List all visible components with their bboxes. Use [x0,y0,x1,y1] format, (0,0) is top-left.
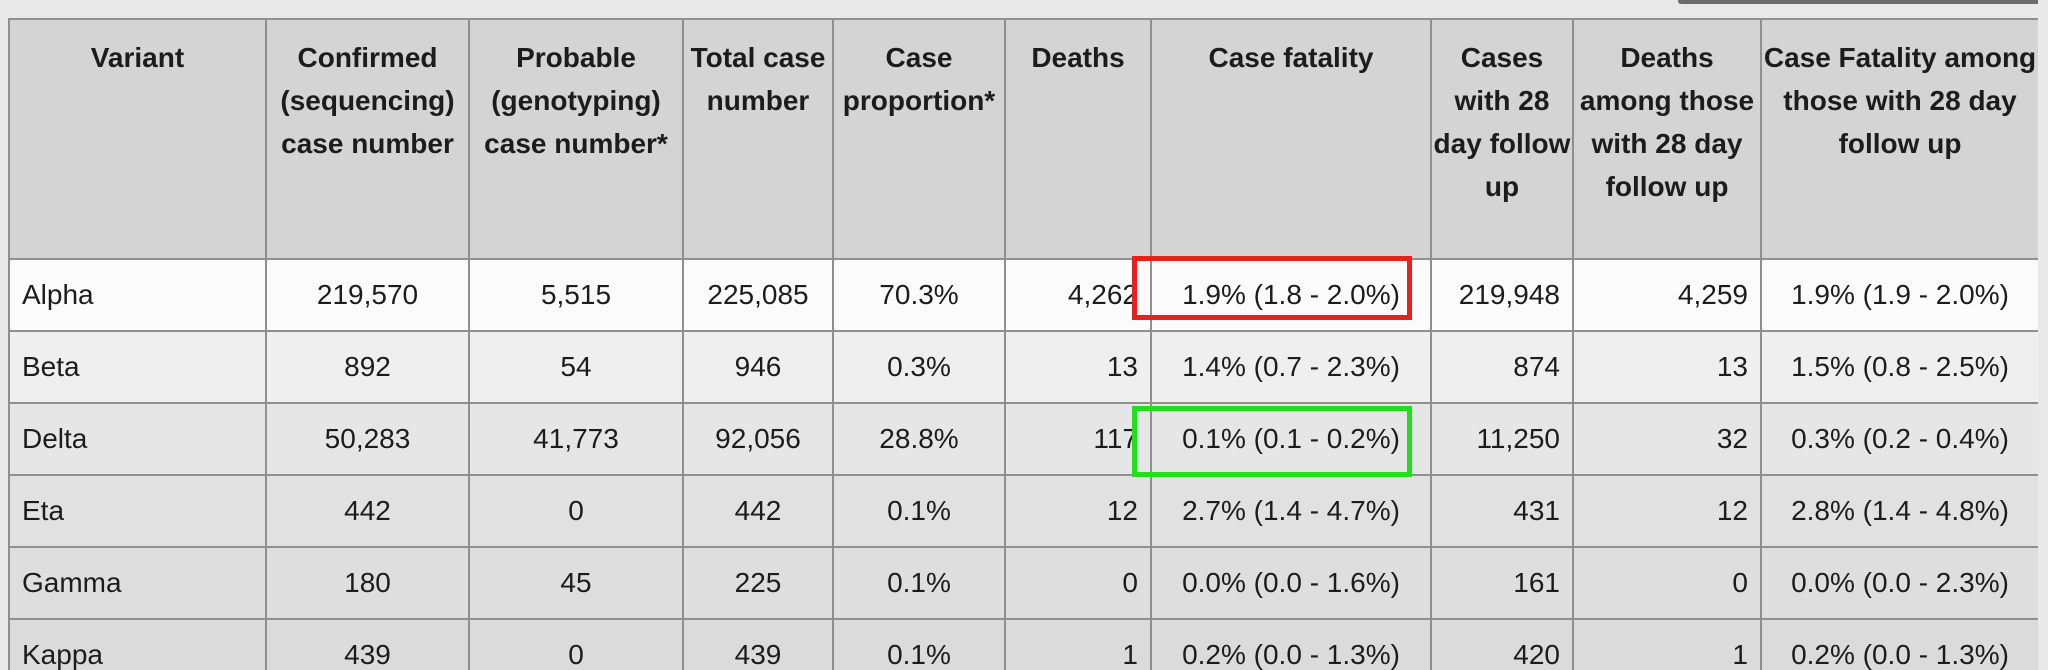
table-row: Eta 442 0 442 0.1% 12 2.7% (1.4 - 4.7%) … [8,474,2038,548]
header-case-proportion: Case proportion* [832,18,1006,260]
cell-variant: Beta [8,330,267,404]
cell-case-proportion: 0.1% [832,474,1006,548]
cell-deaths-28-day: 13 [1572,330,1762,404]
cell-confirmed: 439 [265,618,470,670]
cell-case-fatality: 1.4% (0.7 - 2.3%) [1150,330,1432,404]
cell-deaths-28-day: 1 [1572,618,1762,670]
cell-variant: Kappa [8,618,267,670]
cell-case-fatality-28-day: 2.8% (1.4 - 4.8%) [1760,474,2038,548]
cell-confirmed: 442 [265,474,470,548]
cell-case-proportion: 0.3% [832,330,1006,404]
cell-cases-28-day: 219,948 [1430,258,1574,332]
cell-probable: 45 [468,546,684,620]
cell-probable: 5,515 [468,258,684,332]
header-deaths: Deaths [1004,18,1152,260]
header-probable: Probable (genotyping) case number* [468,18,684,260]
cell-case-proportion: 70.3% [832,258,1006,332]
cell-case-fatality-28-day: 0.0% (0.0 - 2.3%) [1760,546,2038,620]
cell-total: 439 [682,618,834,670]
cell-deaths: 1 [1004,618,1152,670]
table-row: Beta 892 54 946 0.3% 13 1.4% (0.7 - 2.3%… [8,330,2038,404]
alpha-case-fatality-highlight [1132,256,1412,320]
cell-case-fatality: 2.7% (1.4 - 4.7%) [1150,474,1432,548]
cell-case-fatality: 0.0% (0.0 - 1.6%) [1150,546,1432,620]
cell-deaths-28-day: 4,259 [1572,258,1762,332]
cell-deaths: 0 [1004,546,1152,620]
variant-table-container: Variant Confirmed (sequencing) case numb… [8,18,2038,670]
cell-deaths-28-day: 12 [1572,474,1762,548]
cell-probable: 54 [468,330,684,404]
cell-deaths: 4,262 [1004,258,1152,332]
cell-case-fatality-28-day: 1.5% (0.8 - 2.5%) [1760,330,2038,404]
cell-total: 442 [682,474,834,548]
header-case-fatality-28-day: Case Fatality among those with 28 day fo… [1760,18,2038,260]
cell-case-proportion: 28.8% [832,402,1006,476]
cell-variant: Gamma [8,546,267,620]
delta-case-fatality-highlight [1132,406,1412,477]
table-row: Gamma 180 45 225 0.1% 0 0.0% (0.0 - 1.6%… [8,546,2038,620]
cell-total: 946 [682,330,834,404]
table-row: Delta 50,283 41,773 92,056 28.8% 117 0.1… [8,402,2038,476]
header-confirmed: Confirmed (sequencing) case number [265,18,470,260]
header-case-fatality: Case fatality [1150,18,1432,260]
cell-variant: Eta [8,474,267,548]
cell-total: 92,056 [682,402,834,476]
cell-case-fatality-28-day: 0.3% (0.2 - 0.4%) [1760,402,2038,476]
cell-confirmed: 50,283 [265,402,470,476]
cell-case-fatality: 0.1% (0.1 - 0.2%) [1150,402,1432,476]
cell-deaths: 12 [1004,474,1152,548]
cell-confirmed: 180 [265,546,470,620]
table-row: Alpha 219,570 5,515 225,085 70.3% 4,262 … [8,258,2038,332]
cell-case-proportion: 0.1% [832,618,1006,670]
cell-variant: Alpha [8,258,267,332]
cell-case-fatality-28-day: 1.9% (1.9 - 2.0%) [1760,258,2038,332]
cell-deaths-28-day: 32 [1572,402,1762,476]
cell-cases-28-day: 161 [1430,546,1574,620]
cell-confirmed: 219,570 [265,258,470,332]
cell-case-fatality-28-day: 0.2% (0.0 - 1.3%) [1760,618,2038,670]
cell-total: 225,085 [682,258,834,332]
cell-confirmed: 892 [265,330,470,404]
cell-probable: 0 [468,618,684,670]
header-total: Total case number [682,18,834,260]
header-deaths-28-day: Deaths among those with 28 day follow up [1572,18,1762,260]
cell-cases-28-day: 420 [1430,618,1574,670]
cell-cases-28-day: 11,250 [1430,402,1574,476]
header-cases-28-day: Cases with 28 day follow up [1430,18,1574,260]
variant-fatality-table: Variant Confirmed (sequencing) case numb… [8,18,2038,670]
cell-total: 225 [682,546,834,620]
cell-probable: 41,773 [468,402,684,476]
cell-deaths: 13 [1004,330,1152,404]
cell-deaths-28-day: 0 [1572,546,1762,620]
cell-probable: 0 [468,474,684,548]
cell-deaths: 117 [1004,402,1152,476]
cell-cases-28-day: 431 [1430,474,1574,548]
header-row: Variant Confirmed (sequencing) case numb… [8,18,2038,260]
screen-frame-edge [1678,0,2038,4]
table-row: Kappa 439 0 439 0.1% 1 0.2% (0.0 - 1.3%)… [8,618,2038,670]
cell-case-proportion: 0.1% [832,546,1006,620]
cell-variant: Delta [8,402,267,476]
cell-cases-28-day: 874 [1430,330,1574,404]
header-variant: Variant [8,18,267,260]
cell-case-fatality: 0.2% (0.0 - 1.3%) [1150,618,1432,670]
